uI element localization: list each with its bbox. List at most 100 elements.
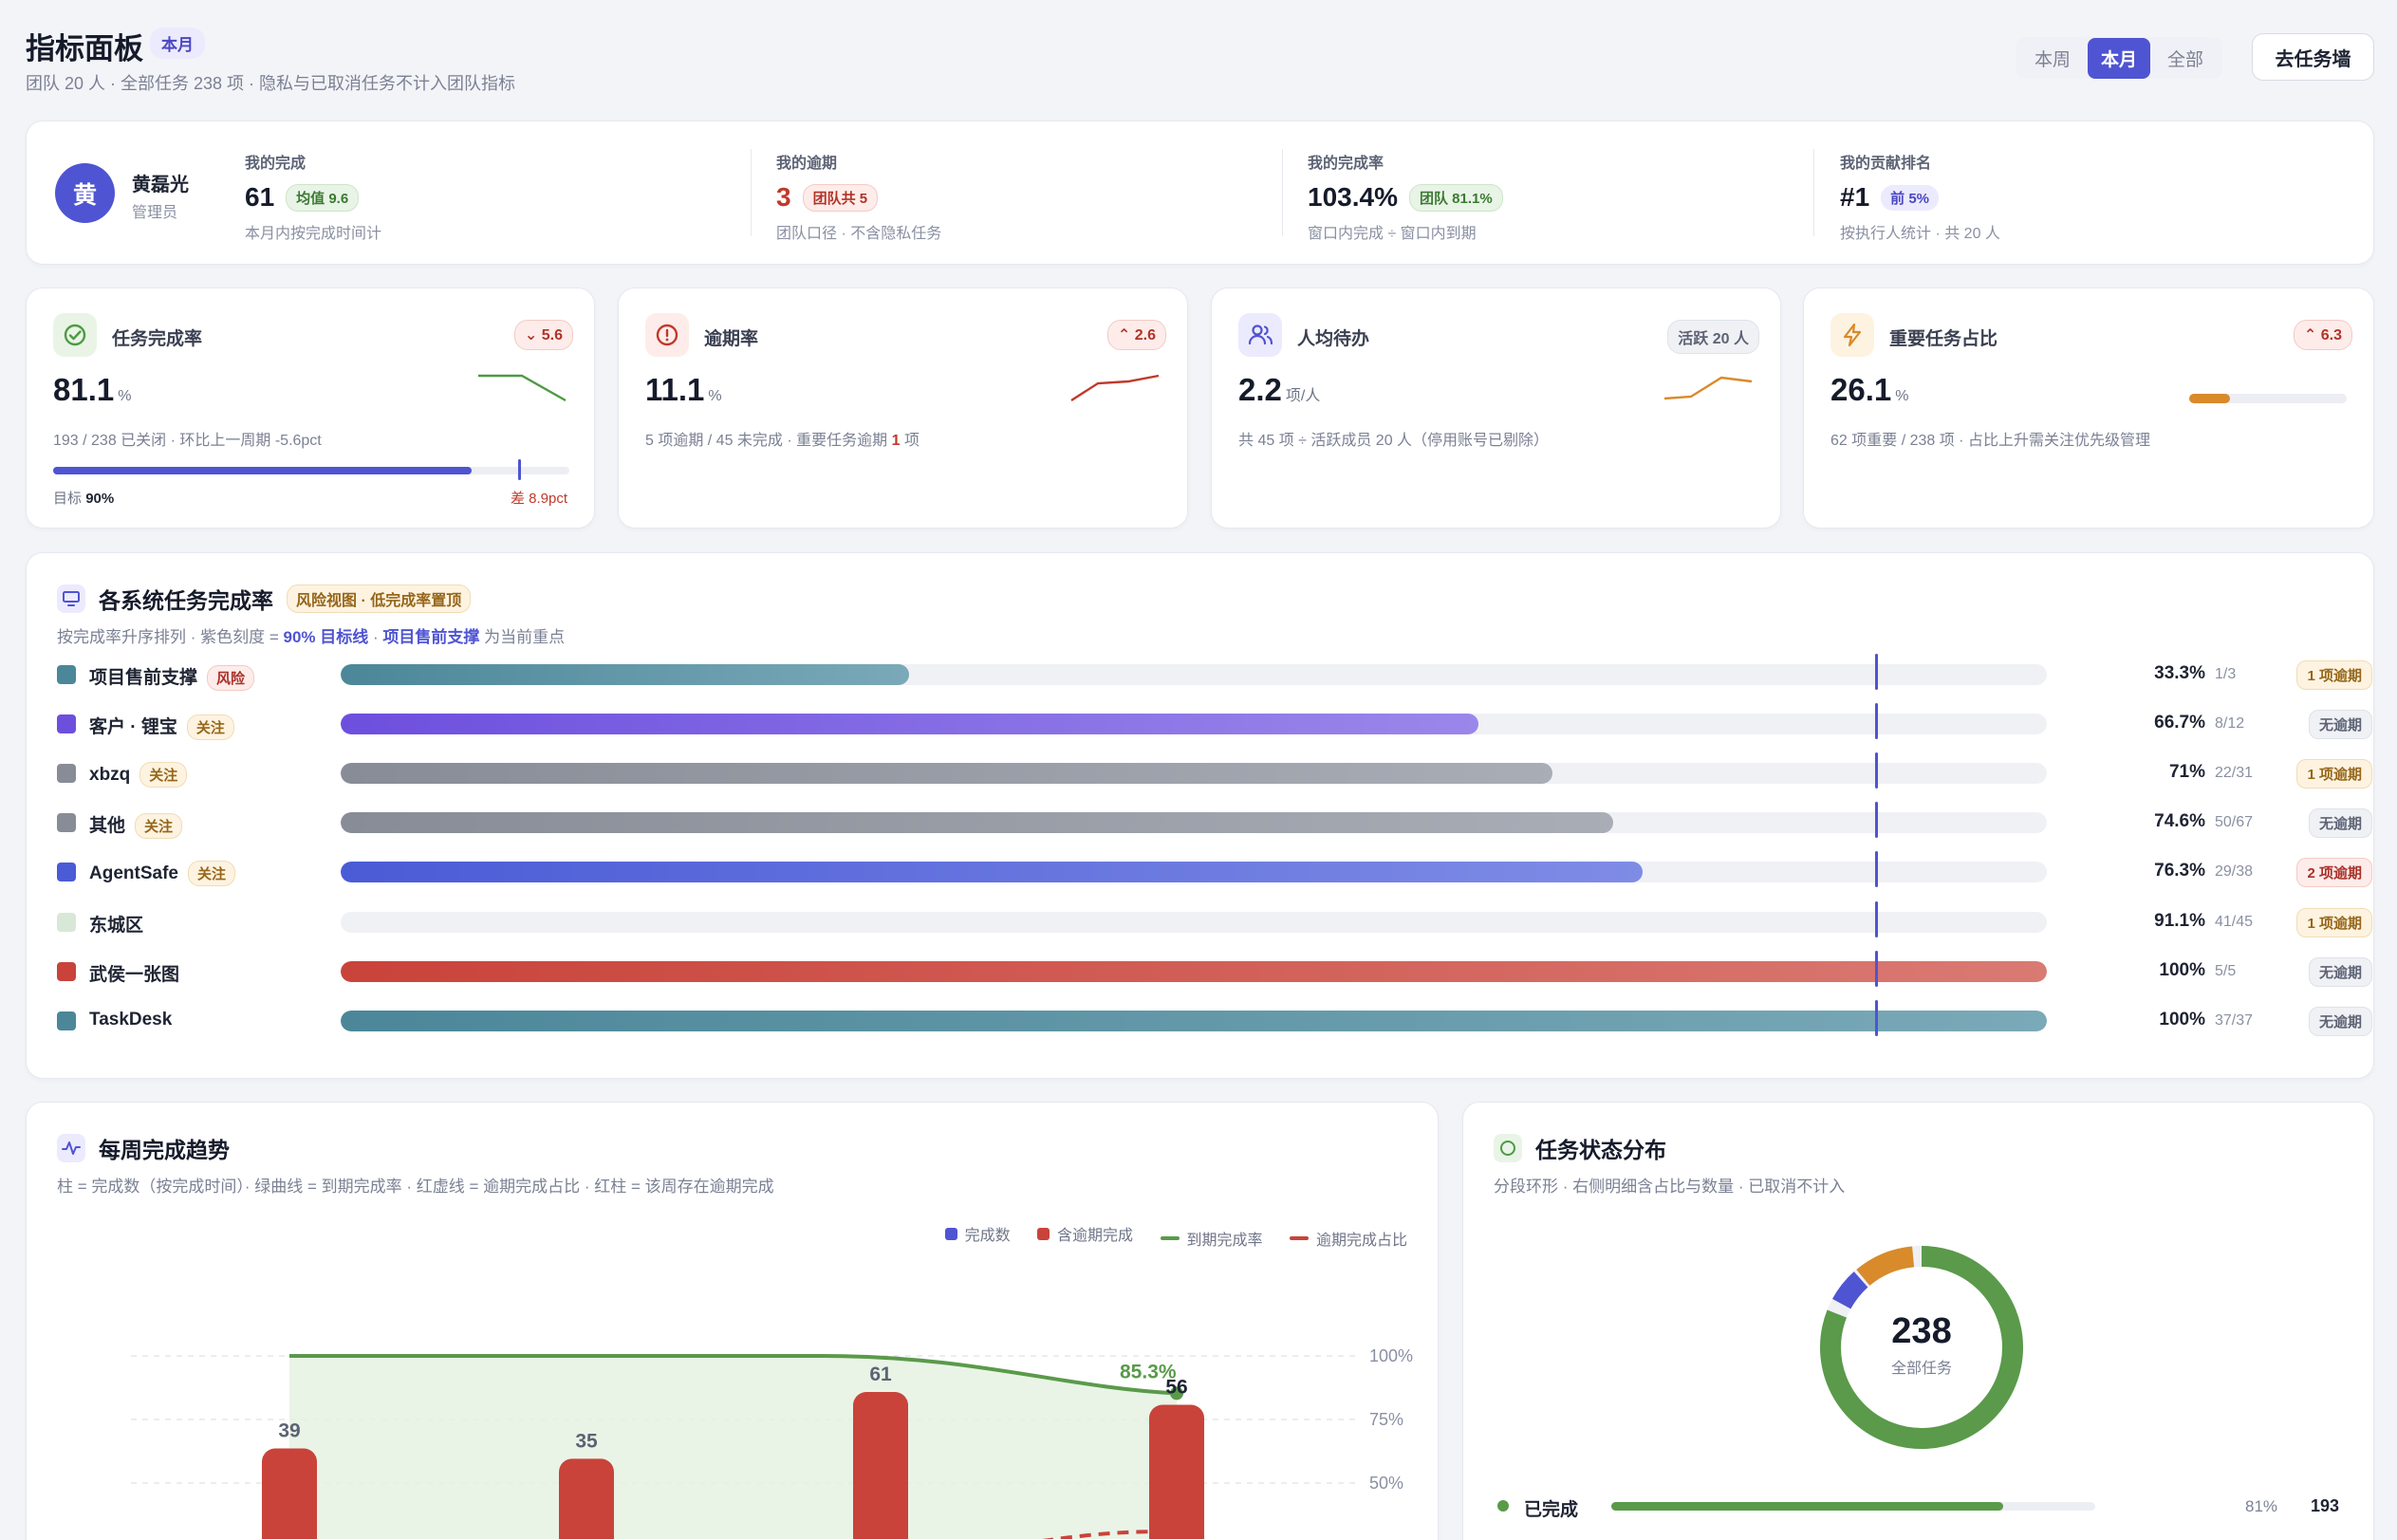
- week-bar: [853, 1392, 908, 1539]
- metric-delta: ⌃ 2.6: [1106, 320, 1166, 350]
- task-wall-button[interactable]: 去任务墙: [2252, 33, 2374, 81]
- divider: [751, 149, 752, 236]
- risk-view-badge: 风险视图 · 低完成率置顶: [287, 584, 472, 613]
- circle-icon: [1494, 1134, 1522, 1162]
- stat-note: 按执行人统计 · 共 20 人: [1840, 226, 2000, 242]
- user-name: 黄磊光: [132, 175, 189, 195]
- system-tag: 关注: [187, 861, 235, 886]
- system-bar-track: [341, 1011, 2047, 1031]
- my-rate-stat: 我的完成率 103.4% 团队 81.1% 窗口内完成 ÷ 窗口内到期: [1308, 150, 1503, 243]
- period-month-tab[interactable]: 本月: [2088, 37, 2151, 79]
- week-bar: [1149, 1404, 1204, 1539]
- period-all-tab[interactable]: 全部: [2167, 49, 2204, 70]
- metric-label: 重要任务占比: [1889, 329, 1998, 349]
- important-progress-fill: [2189, 394, 2231, 403]
- system-bar-fill: [341, 862, 1643, 882]
- stat-value: 103.4%: [1308, 182, 1398, 212]
- target-line: [1875, 901, 1878, 937]
- week-bar: [262, 1448, 317, 1539]
- target-marker: [518, 459, 521, 480]
- my-overdue-stat: 我的逾期 3 团队共 5 团队口径 · 不含隐私任务: [776, 150, 941, 243]
- donut-total-label: 全部任务: [1890, 1361, 1952, 1377]
- divider: [1813, 149, 1814, 236]
- status-pct: 81%: [2245, 1497, 2278, 1515]
- system-row[interactable]: xbzq 关注 71% 22/31 1 项逾期: [57, 752, 2372, 789]
- completion-progress-track: [53, 459, 569, 480]
- system-name: TaskDesk: [89, 1010, 173, 1030]
- metric-delta: ⌄ 5.6: [513, 320, 573, 350]
- metric-desc: 193 / 238 已关闭 · 环比上一周期 -5.6pct: [53, 433, 322, 449]
- metric-desc: 62 项重要 / 238 项 · 占比上升需关注优先级管理: [1830, 433, 2150, 449]
- system-color-dot: [57, 813, 76, 832]
- target-line: [1875, 851, 1878, 887]
- lightning-icon: [1830, 313, 1874, 357]
- metric-card-completion[interactable]: 任务完成率 ⌄ 5.6 81.1% 193 / 238 已关闭 · 环比上一周期…: [26, 288, 595, 529]
- y-tick-label: 75%: [1369, 1410, 1403, 1429]
- system-name: 武侯一张图: [89, 965, 180, 985]
- system-rate: 76.3% 29/38: [2154, 861, 2254, 881]
- system-name: 项目售前支撑 风险: [89, 663, 255, 691]
- system-bar-track: [341, 961, 2047, 982]
- system-bar-track: [341, 763, 2047, 784]
- system-row[interactable]: 项目售前支撑 风险 33.3% 1/3 1 项逾期: [57, 654, 2372, 691]
- stat-value: 3: [776, 182, 791, 212]
- system-bar-fill: [341, 812, 1614, 833]
- system-bar-track: [341, 912, 2047, 933]
- system-row[interactable]: 其他 关注 74.6% 50/67 无逾期: [57, 802, 2372, 839]
- system-rate: 66.7% 8/12: [2154, 713, 2245, 733]
- week-bar: [559, 1458, 614, 1539]
- overdue-badge: 无逾期: [2308, 1007, 2372, 1036]
- target-line: [1875, 1000, 1878, 1036]
- period-week-tab[interactable]: 本周: [2035, 49, 2072, 70]
- trend-card: 每周完成趋势 柱 = 完成数（按完成时间）· 绿曲线 = 到期完成率 · 红虚线…: [26, 1102, 1439, 1540]
- system-bar-fill: [341, 664, 909, 685]
- metric-desc: 5 项逾期 / 45 未完成 · 重要任务逾期 1 项: [645, 433, 920, 449]
- system-row[interactable]: TaskDesk 100% 37/37 无逾期: [57, 1000, 2372, 1036]
- stat-label: 我的完成: [245, 156, 307, 172]
- system-color-dot: [57, 863, 76, 881]
- check-circle-icon: [53, 313, 97, 357]
- metric-card-per-capita[interactable]: 人均待办 活跃 20 人 2.2 项/人 共 45 项 ÷ 活跃成员 20 人（停…: [1211, 288, 1781, 529]
- system-tag: 关注: [135, 813, 183, 839]
- system-row[interactable]: AgentSafe 关注 76.3% 29/38 2 项逾期: [57, 851, 2372, 887]
- metric-label: 任务完成率: [112, 329, 203, 349]
- target-line: [1875, 951, 1878, 987]
- metric-value: 2.2 项/人: [1238, 372, 1321, 407]
- overdue-badge: 无逾期: [2308, 710, 2372, 739]
- status-card: 任务状态分布 分段环形 · 右侧明细含占比与数量 · 已取消不计入 238 全部…: [1462, 1102, 2374, 1540]
- system-bar-fill: [341, 1011, 2047, 1031]
- metric-delta: ⌃ 6.3: [2293, 320, 2352, 350]
- metric-label: 逾期率: [704, 329, 759, 349]
- section-subtitle: 柱 = 完成数（按完成时间）· 绿曲线 = 到期完成率 · 红虚线 = 逾期完成…: [57, 1178, 774, 1196]
- user-role: 管理员: [132, 205, 178, 221]
- system-bar-track: [341, 812, 2047, 833]
- system-color-dot: [57, 1011, 76, 1030]
- system-color-dot: [57, 962, 76, 981]
- metric-label: 人均待办: [1297, 329, 1370, 349]
- overdue-badge: 1 项逾期: [2296, 908, 2372, 937]
- system-bar-track: [341, 714, 2047, 734]
- my-complete-stat: 我的完成 61 均值 9.6 本月内按完成时间计: [245, 150, 381, 243]
- metric-value: 81.1%: [53, 372, 132, 407]
- metric-card-important[interactable]: 重要任务占比 ⌃ 6.3 26.1% 62 项重要 / 238 项 · 占比上升…: [1803, 288, 2374, 529]
- completion-progress-fill: [53, 467, 473, 474]
- system-row[interactable]: 客户 · 锂宝 关注 66.7% 8/12 无逾期: [57, 703, 2372, 740]
- system-row[interactable]: 武侯一张图 100% 5/5 无逾期: [57, 951, 2372, 987]
- system-tag: 关注: [139, 762, 188, 788]
- stat-note: 窗口内完成 ÷ 窗口内到期: [1308, 226, 1477, 242]
- chevron-up-icon: ⌃: [1117, 327, 1131, 343]
- legend-item: 逾期完成占比: [1289, 1227, 1407, 1250]
- section-title: 每周完成趋势: [99, 1138, 230, 1162]
- period-badge: 本月: [150, 28, 205, 59]
- rate-point: [1170, 1386, 1183, 1401]
- system-row[interactable]: 东城区 91.1% 41/45 1 项逾期: [57, 901, 2372, 937]
- system-tag: 风险: [207, 665, 255, 691]
- status-count: 193: [2311, 1496, 2340, 1515]
- y-tick-label: 50%: [1369, 1474, 1403, 1493]
- status-fill: [1611, 1502, 2004, 1511]
- system-name: 客户 · 锂宝 关注: [89, 713, 234, 740]
- metric-card-overdue[interactable]: 逾期率 ⌃ 2.6 11.1% 5 项逾期 / 45 未完成 · 重要任务逾期 …: [618, 288, 1188, 529]
- my-rank-stat: 我的贡献排名 #1 前 5% 按执行人统计 · 共 20 人: [1840, 150, 2000, 243]
- stat-label: 我的完成率: [1308, 156, 1384, 172]
- users-icon: [1238, 313, 1282, 357]
